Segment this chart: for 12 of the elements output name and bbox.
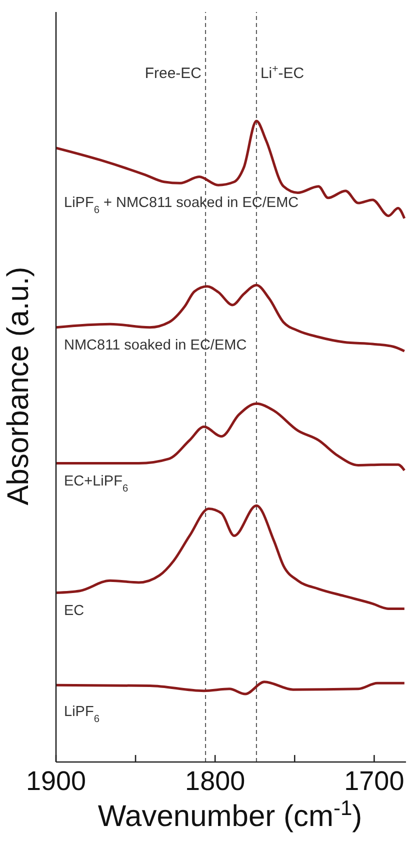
series-label: EC (64, 602, 84, 619)
ref-line-label: Free-EC (144, 65, 202, 82)
x-tick-label: 1700 (344, 766, 404, 796)
ref-line-label: Li$^{+}$-EC (260, 63, 304, 82)
y-axis-title: Absorbance (a.u.) (2, 266, 35, 506)
x-axis-title: Wavenumber (cm$^{-1}$) (98, 796, 362, 833)
series-label: LiPF$_{6}$ + NMC811 soaked in EC/EMC (64, 195, 299, 216)
x-tick-label: 1900 (26, 766, 86, 796)
series-label: EC+LiPF$_{6}$ (64, 473, 128, 494)
series-label: NMC811 soaked in EC/EMC (64, 337, 247, 354)
series-label: LiPF$_{6}$ (64, 704, 100, 725)
x-tick-label: 1800 (185, 766, 246, 796)
